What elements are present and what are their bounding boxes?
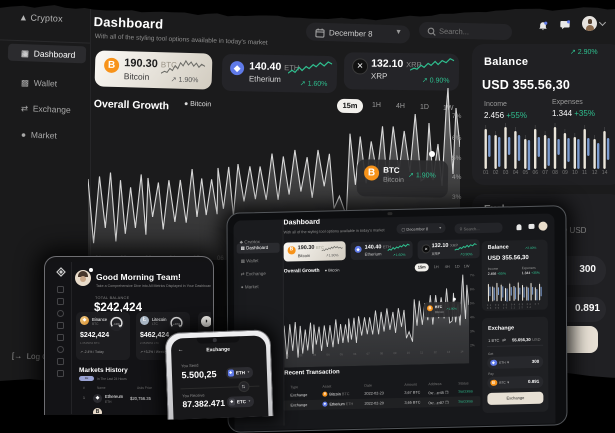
svg-text:+40%: +40%	[173, 321, 181, 325]
svg-text:-10%: -10%	[113, 321, 120, 325]
